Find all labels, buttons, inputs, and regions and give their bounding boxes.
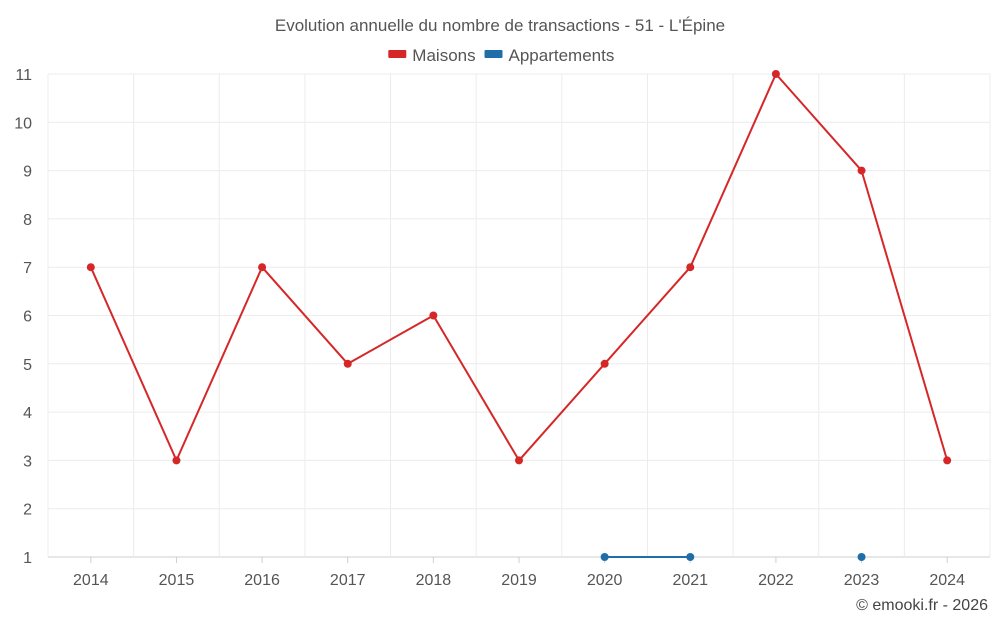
y-tick-label: 4 xyxy=(23,405,32,422)
data-point[interactable] xyxy=(943,456,952,465)
legend-swatch xyxy=(388,50,407,58)
legend-item-appartements[interactable]: Appartements xyxy=(484,46,615,65)
x-tick-label: 2014 xyxy=(73,572,109,589)
x-tick-label: 2023 xyxy=(844,572,880,589)
series-maisons xyxy=(86,70,952,465)
y-tick-label: 1 xyxy=(23,550,32,567)
x-tick-label: 2018 xyxy=(416,572,452,589)
data-point[interactable] xyxy=(515,456,523,465)
x-tick-label: 2017 xyxy=(330,572,366,589)
series-appartements xyxy=(600,553,866,561)
y-tick-label: 7 xyxy=(23,260,32,277)
x-tick-label: 2022 xyxy=(758,572,794,589)
y-tick-label: 11 xyxy=(15,67,32,84)
credit-text: © emooki.fr - 2026 xyxy=(856,597,988,614)
x-tick-label: 2016 xyxy=(244,572,280,589)
chart-title: Evolution annuelle du nombre de transact… xyxy=(275,16,725,35)
data-point[interactable] xyxy=(258,263,267,272)
data-point[interactable] xyxy=(686,263,695,272)
legend-swatch xyxy=(484,50,503,58)
data-point[interactable] xyxy=(600,359,609,368)
axes: 1 2 3 4 5 6 7 8 9 10 11 2014 2015 2016 2017 2018 2019 202… xyxy=(14,67,965,589)
legend-label: Maisons xyxy=(412,46,475,65)
data-point[interactable] xyxy=(686,553,695,561)
data-point[interactable] xyxy=(600,553,609,561)
legend-label: Appartements xyxy=(509,46,615,65)
x-tick-label: 2019 xyxy=(501,572,537,589)
y-tick-label: 6 xyxy=(23,309,32,326)
grid xyxy=(47,73,991,558)
y-tick-label: 2 xyxy=(23,502,32,519)
data-point[interactable] xyxy=(86,263,95,272)
data-point[interactable] xyxy=(429,311,438,320)
legend: Maisons Appartements xyxy=(388,46,614,65)
x-tick-label: 2015 xyxy=(159,572,195,589)
y-tick-label: 9 xyxy=(23,164,32,181)
data-point[interactable] xyxy=(343,359,352,368)
legend-item-maisons[interactable]: Maisons xyxy=(388,46,476,65)
data-point[interactable] xyxy=(172,456,181,465)
data-point[interactable] xyxy=(857,553,866,561)
y-tick-label: 3 xyxy=(23,453,32,470)
y-tick-label: 8 xyxy=(23,212,32,229)
data-point[interactable] xyxy=(771,70,780,78)
series-layer xyxy=(86,70,952,561)
y-tick-label: 10 xyxy=(14,115,32,132)
data-point[interactable] xyxy=(857,166,866,175)
x-tick-label: 2021 xyxy=(672,572,708,589)
y-tick-label: 5 xyxy=(23,357,32,374)
x-tick-label: 2020 xyxy=(587,572,623,589)
x-tick-label: 2024 xyxy=(929,572,965,589)
